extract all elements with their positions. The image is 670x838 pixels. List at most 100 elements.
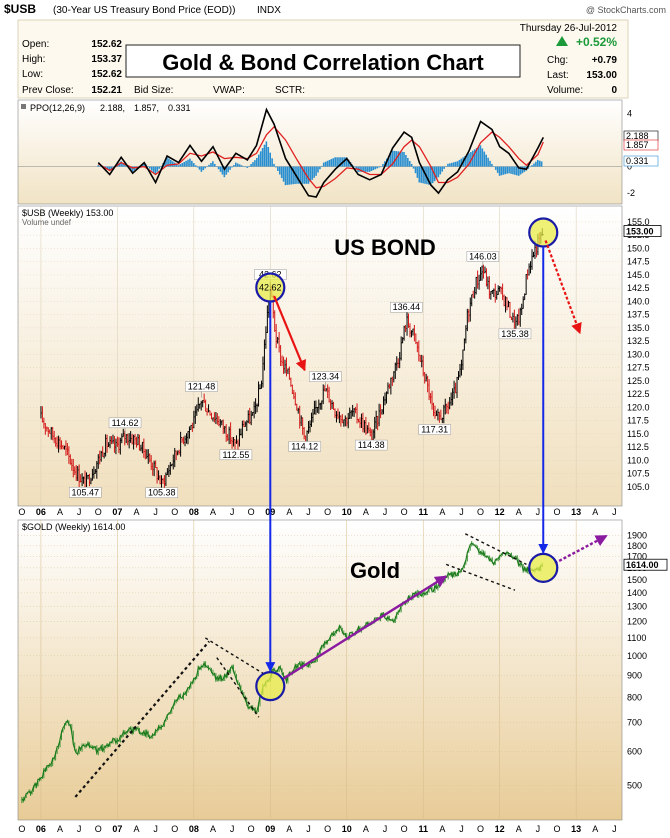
histogram-bar (110, 166, 113, 169)
histogram-bar (175, 163, 178, 167)
histogram-bar (242, 166, 245, 167)
histogram-bar (361, 166, 363, 172)
histogram-bar (340, 157, 342, 167)
histogram-bar (407, 157, 409, 167)
histogram-bar (472, 150, 474, 167)
histogram-bar (280, 166, 283, 179)
histogram-bar (376, 166, 379, 169)
histogram-bar (273, 163, 275, 167)
x-tick-label: J (612, 507, 617, 517)
histogram-bar (496, 166, 499, 173)
annotation-box (418, 424, 451, 435)
annotation-label: 146.03 (469, 251, 497, 261)
histogram-bar (319, 166, 321, 170)
x-tick-label: J (459, 824, 464, 834)
histogram-bar (315, 166, 317, 176)
annotation-box (354, 439, 388, 451)
ppo-value-label: 2.188 (626, 131, 649, 141)
last-price-label: 1614.00 (626, 560, 659, 570)
bond-tick-label: 145.0 (627, 270, 650, 280)
gold-tick-label: 1200 (627, 617, 647, 627)
ppo-tick-label: -2 (627, 188, 635, 198)
histogram-bar (363, 166, 365, 172)
gold-tick-label: 1800 (627, 541, 647, 551)
histogram-bar (147, 166, 149, 168)
histogram-bar (200, 166, 203, 172)
bond-projection-arrow (544, 240, 582, 335)
histogram-bar (154, 166, 157, 175)
histogram-bar (420, 166, 423, 183)
histogram-bar (389, 153, 392, 167)
histogram-bar (160, 165, 163, 167)
histogram-bar (152, 166, 155, 173)
histogram-bar (124, 164, 126, 167)
histogram-bar (164, 160, 166, 167)
histogram-bar (238, 164, 241, 167)
x-tick-label: O (324, 507, 331, 517)
x-tick-label: A (363, 507, 369, 517)
histogram-bar (106, 166, 109, 170)
histogram-bar (531, 165, 533, 167)
flag-line (216, 657, 260, 718)
histogram-bar (301, 166, 304, 184)
histogram-bar (259, 151, 262, 167)
histogram-bar (464, 155, 466, 167)
bond-tick-label: 137.5 (627, 310, 650, 320)
histogram-bar (158, 166, 161, 169)
last-price-label: 153.00 (626, 227, 654, 237)
stat-value: 0 (611, 85, 617, 96)
trend-line (74, 640, 210, 798)
histogram-bar (192, 163, 195, 167)
x-tick-label: J (77, 507, 82, 517)
bond-panel: 105.47 114.62 105.38 121.48 112.55 42.62 114.1… (17, 205, 662, 507)
histogram-bar (275, 166, 277, 168)
up-arrow-icon (556, 36, 568, 46)
histogram-bar (439, 166, 442, 175)
ppo-line (97, 107, 545, 198)
x-tick-label: J (306, 824, 311, 834)
x-tick-label: A (439, 824, 445, 834)
histogram-bar (536, 159, 539, 167)
x-tick-label: O (18, 824, 25, 834)
x-tick-label: O (477, 507, 484, 517)
x-tick-label: A (516, 824, 522, 834)
histogram-bar (298, 166, 300, 184)
bond-tick-label: 112.5 (627, 442, 649, 452)
last-price-box (623, 558, 668, 571)
histogram-bar (498, 166, 501, 176)
prev-close-label: Prev Close: (22, 85, 74, 96)
histogram-bar (257, 154, 260, 167)
histogram-bar (215, 166, 218, 168)
prev-close-value: 152.21 (91, 85, 122, 96)
histogram-bar (426, 166, 428, 185)
bond-tick-label: 150.0 (627, 243, 650, 253)
histogram-bar (322, 162, 325, 167)
histogram-bar (269, 152, 272, 167)
histogram-bar (326, 160, 329, 167)
gold-tick-label: 600 (627, 746, 642, 756)
histogram-bar (533, 163, 535, 167)
x-tick-label: J (230, 824, 235, 834)
x-tick-label: O (401, 824, 408, 834)
histogram-bar (166, 157, 168, 167)
histogram-bar (191, 160, 193, 167)
annotation-box (498, 328, 532, 340)
histogram-bar (412, 166, 415, 169)
gold-tick-label: 1300 (627, 602, 647, 612)
histogram-bar (504, 166, 507, 175)
histogram-bar (185, 160, 187, 167)
histogram-bar (336, 157, 338, 167)
histogram-bar (387, 155, 390, 167)
x-tick-label: 13 (571, 507, 581, 517)
histogram-bar (156, 166, 159, 172)
histogram-bar (179, 164, 182, 167)
bond-down-arrow (273, 295, 307, 372)
vwap-label: VWAP: (213, 85, 245, 96)
histogram-bar (284, 166, 287, 186)
histogram-bar (391, 150, 394, 167)
histogram-bar (372, 166, 375, 171)
gold-tick-label: 1100 (627, 633, 646, 643)
histogram-bar (428, 166, 430, 185)
